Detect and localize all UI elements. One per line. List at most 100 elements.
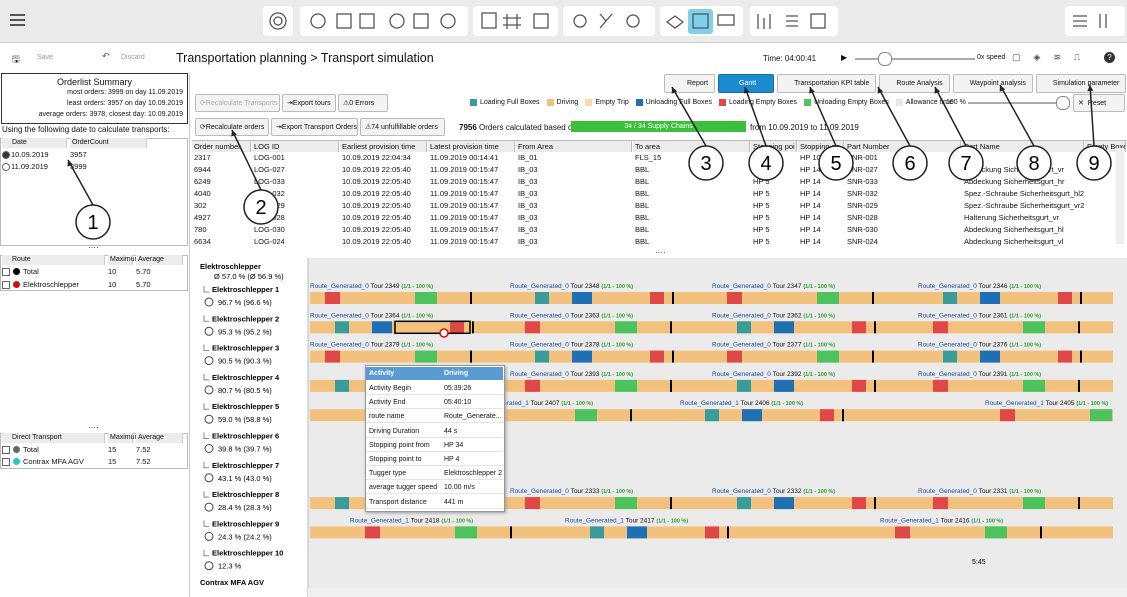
vehicle-utilization: 43.1 % (43.0 %) xyxy=(218,474,272,483)
activity xyxy=(535,350,549,363)
column-header[interactable]: Part Name xyxy=(962,141,1084,152)
table-cell: Spez.-Schraube Sicherheitsgurt_vr2 xyxy=(964,201,1084,210)
splitter[interactable]: ···· xyxy=(88,243,99,252)
tab[interactable]: Transportation KPI table xyxy=(777,74,877,93)
tour-name: Tour 2405 xyxy=(1046,400,1075,407)
legend-item: Unloading Empty Boxes xyxy=(804,99,889,106)
activity xyxy=(1080,292,1082,304)
tour-name: Tour 2376 xyxy=(979,342,1008,349)
vehicle-utilization: 39.8 % (39.7 %) xyxy=(218,445,272,454)
tab[interactable]: Simulation parameter xyxy=(1035,74,1127,93)
tooltip-key: Stopping point from xyxy=(366,439,441,452)
activity xyxy=(1023,497,1045,510)
column-header[interactable]: Stopping po xyxy=(798,141,844,152)
table-cell: BBL xyxy=(635,225,650,234)
table-cell: LOG-030 xyxy=(254,225,285,234)
table-cell: BBL xyxy=(635,177,650,186)
reset-button[interactable]: ✕ Reset xyxy=(1073,94,1125,112)
tour-status: (1/1 - 100 %) xyxy=(1009,372,1041,378)
zoom-handle[interactable] xyxy=(1056,96,1070,110)
tab[interactable]: Waypoint analysis xyxy=(952,74,1033,93)
activity xyxy=(705,409,719,422)
table-cell: IB_01 xyxy=(518,153,538,162)
table-cell: HP 14 xyxy=(800,177,821,186)
column-header[interactable]: From Area xyxy=(516,141,632,152)
gauge-icon xyxy=(204,473,214,483)
column-header[interactable]: Part Number xyxy=(845,141,961,152)
column-header[interactable]: To area xyxy=(633,141,750,152)
summary-title: Orderlist Summary xyxy=(56,77,132,87)
column-header[interactable]: LOG ID xyxy=(252,141,339,152)
errors-button[interactable]: ⚠ 0 Errors xyxy=(338,94,388,112)
checkbox[interactable] xyxy=(2,446,10,454)
zoom-slider[interactable] xyxy=(968,102,1068,104)
checkbox[interactable] xyxy=(2,281,10,289)
activity xyxy=(727,350,742,363)
tooltip-key: route name xyxy=(366,410,441,424)
table-cell: SNR-001 xyxy=(847,153,878,162)
column-header[interactable]: Stopping poi xyxy=(751,141,797,152)
table-cell: SNR-032 xyxy=(847,189,878,198)
play-button[interactable]: ▶ xyxy=(841,53,848,62)
breadcrumb-item[interactable]: Transportation planning xyxy=(176,51,307,65)
column-header: Direct Transport xyxy=(2,433,105,443)
table-cell: IB_03 xyxy=(518,237,538,246)
activity xyxy=(737,379,751,392)
tour-status: (1/1 - 100 %) xyxy=(803,343,835,349)
route-name: Route_Generated_0 xyxy=(510,283,569,290)
tab[interactable]: Gantt xyxy=(718,74,775,93)
export-tours-button[interactable]: ⇥ Export tours xyxy=(282,94,336,112)
activity xyxy=(415,292,437,304)
recalc-transports-button[interactable]: ⟳ Recalculate Transports xyxy=(195,94,280,112)
activity xyxy=(572,292,592,304)
header-icons[interactable]: ▢◈≋⎍ xyxy=(1012,52,1094,62)
tour-name: Tour 2332 xyxy=(773,488,802,495)
discard-button[interactable]: Discard xyxy=(121,54,145,61)
table-cell: 780 xyxy=(194,225,207,234)
route-name: Route_Generated_1 xyxy=(350,517,409,524)
splitter[interactable]: ···· xyxy=(88,423,99,432)
column-header[interactable]: Earliest provision time xyxy=(340,141,427,152)
table-scrollbar[interactable] xyxy=(1116,148,1124,244)
tab[interactable]: Route Analysis xyxy=(879,74,950,93)
tour-label: Route_Generated_0 Tour 2364 (1/1 - 100 %… xyxy=(310,312,433,319)
speed-handle[interactable] xyxy=(878,52,892,66)
radio-button[interactable] xyxy=(2,163,10,171)
activity xyxy=(1058,350,1072,363)
table-cell: BBL xyxy=(635,237,650,246)
splitter[interactable]: ···· xyxy=(655,248,666,257)
tab[interactable]: Report xyxy=(664,74,716,93)
save-button[interactable]: Save xyxy=(37,54,53,61)
column-header[interactable]: Latest provision time xyxy=(428,141,515,152)
activity xyxy=(1078,321,1080,334)
route-name: Route_Generated_0 xyxy=(510,312,569,319)
tour-label: Route_Generated_1 Tour 2418 (1/1 - 100 %… xyxy=(350,517,473,524)
column-header: Route xyxy=(2,255,105,265)
vehicle-utilization: 80.7 % (80.5 %) xyxy=(218,386,272,395)
unfulfillable-button[interactable]: ⚠ 74 unfulfillable orders xyxy=(360,118,445,136)
summary-box: Orderlist Summary most orders: 3999 on d… xyxy=(1,73,188,124)
speed-slider[interactable] xyxy=(855,58,975,60)
tour-label: Route_Generated_1 Tour 2417 (1/1 - 100 %… xyxy=(565,517,688,524)
route-name: Route_Generated_0 xyxy=(510,371,569,378)
table-cell: HP 14 xyxy=(800,225,821,234)
recalc-orders-button[interactable]: ⟳ Recalculate orders xyxy=(195,118,269,136)
column-header[interactable]: Order number xyxy=(192,141,251,152)
tour-status: (1/1 - 100 %) xyxy=(803,284,835,290)
tree-line xyxy=(203,461,209,469)
series-dot xyxy=(13,281,20,288)
checkbox[interactable] xyxy=(2,268,10,276)
radio-button[interactable] xyxy=(2,151,10,159)
divider xyxy=(189,73,190,597)
export-orders-button[interactable]: ⇥ Export Transport Orders xyxy=(271,118,358,136)
discard-icon[interactable]: ↶ xyxy=(102,51,110,61)
legend-item: Allowance time xyxy=(895,99,953,106)
help-icon[interactable]: ? xyxy=(1104,52,1115,63)
gauge-icon xyxy=(204,561,214,571)
checkbox[interactable] xyxy=(2,458,10,466)
activity xyxy=(1058,292,1072,304)
save-icon[interactable]: 🖫 xyxy=(12,54,20,64)
tour-name: Tour 2331 xyxy=(979,488,1008,495)
callout-line xyxy=(809,86,837,147)
